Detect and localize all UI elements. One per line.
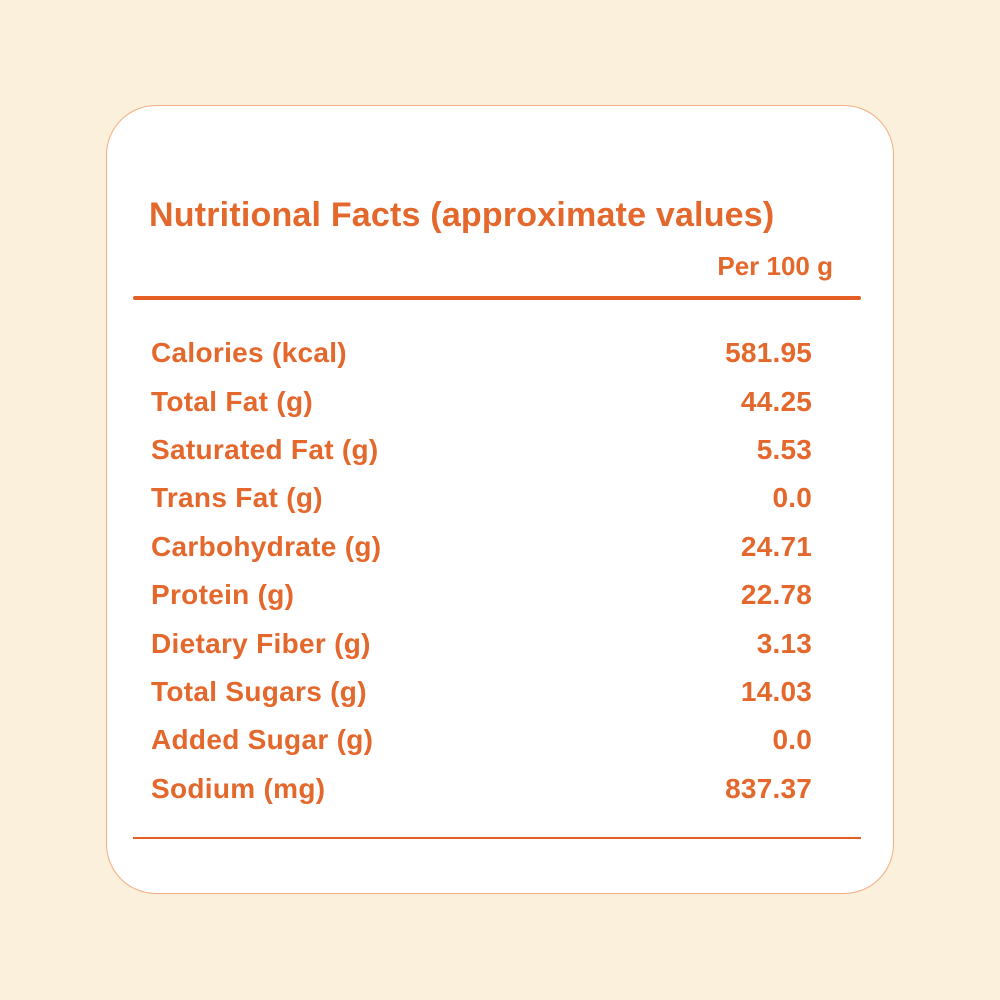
nutrient-value: 5.53 (756, 433, 812, 465)
table-row: Added Sugar (g) 0.0 (151, 716, 812, 764)
table-row: Dietary Fiber (g) 3.13 (151, 619, 812, 667)
column-header-per-100g: Per 100 g (717, 251, 833, 281)
nutrient-label: Trans Fat (g) (151, 482, 323, 514)
top-divider (133, 296, 861, 300)
nutrient-label: Sodium (mg) (151, 772, 326, 804)
table-row: Total Sugars (g) 14.03 (151, 668, 812, 716)
nutrient-label: Total Sugars (g) (151, 675, 367, 707)
nutrient-label: Added Sugar (g) (151, 724, 374, 756)
nutrient-label: Carbohydrate (g) (151, 530, 382, 562)
nutrient-value: 0.0 (772, 482, 812, 514)
nutrient-label: Dietary Fiber (g) (151, 627, 371, 659)
table-row: Sodium (mg) 837.37 (151, 765, 812, 813)
table-row: Trans Fat (g) 0.0 (151, 474, 812, 522)
nutrient-value: 14.03 (740, 675, 812, 707)
nutrient-label: Saturated Fat (g) (151, 433, 379, 465)
nutrient-label: Calories (kcal) (151, 337, 347, 369)
table-row: Calories (kcal) 581.95 (151, 329, 812, 377)
table-row: Total Fat (g) 44.25 (151, 377, 812, 425)
page-title: Nutritional Facts (approximate values) (149, 196, 775, 234)
nutrient-value: 837.37 (725, 772, 812, 804)
nutrient-label: Protein (g) (151, 579, 295, 611)
nutrient-value: 24.71 (740, 530, 812, 562)
table-row: Carbohydrate (g) 24.71 (151, 523, 812, 571)
nutrient-value: 22.78 (740, 579, 812, 611)
table-row: Protein (g) 22.78 (151, 571, 812, 619)
nutrient-value: 44.25 (740, 385, 812, 417)
nutrient-value: 3.13 (756, 627, 812, 659)
nutrition-facts-card: Nutritional Facts (approximate values) P… (106, 105, 894, 894)
nutrient-value: 581.95 (725, 337, 812, 369)
bottom-divider (133, 837, 861, 839)
table-row: Saturated Fat (g) 5.53 (151, 426, 812, 474)
nutrient-label: Total Fat (g) (151, 385, 314, 417)
nutrient-value: 0.0 (772, 724, 812, 756)
nutrition-table: Calories (kcal) 581.95 Total Fat (g) 44.… (151, 329, 812, 813)
